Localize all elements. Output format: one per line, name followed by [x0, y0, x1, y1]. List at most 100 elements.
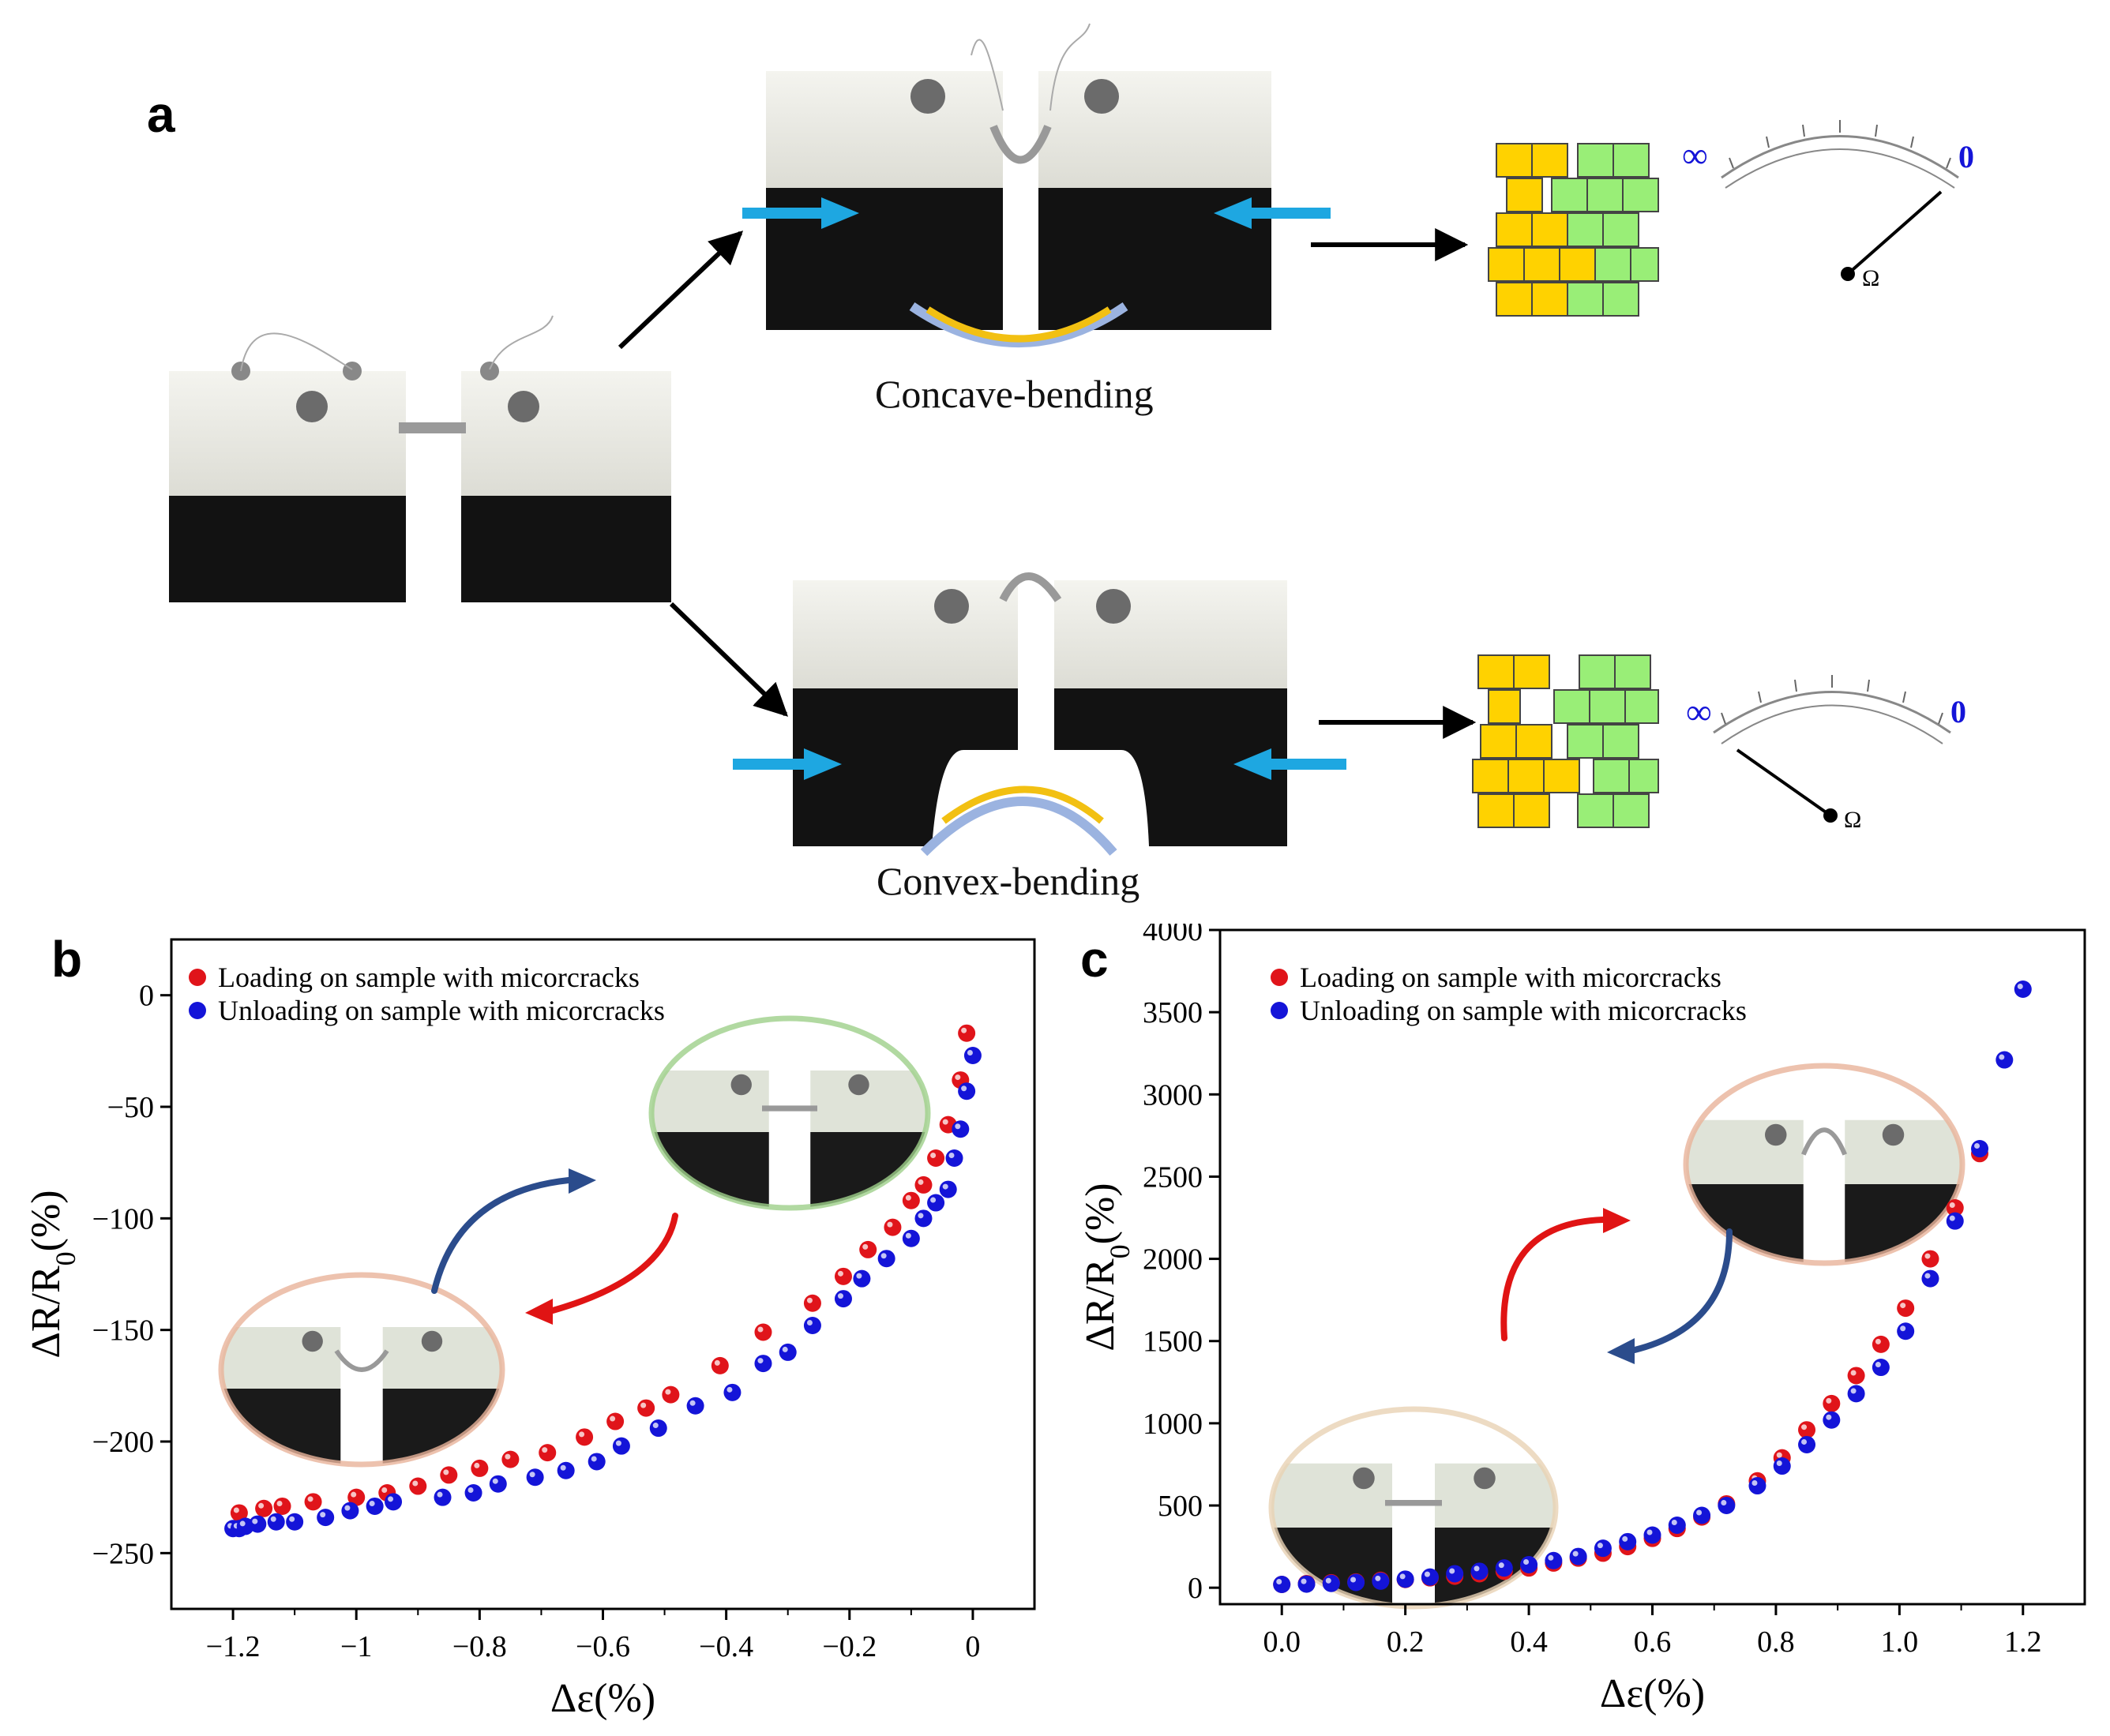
x-tick-label: 1.0 [1881, 1625, 1919, 1659]
data-point-highlight [1548, 1554, 1554, 1561]
data-point-highlight [1498, 1562, 1504, 1569]
data-point-highlight [1276, 1579, 1282, 1585]
data-point-highlight [856, 1273, 862, 1279]
concave-fixture-photo [766, 23, 1271, 347]
data-point-highlight [1696, 1509, 1703, 1516]
data-point [1643, 1526, 1661, 1544]
data-point [853, 1269, 871, 1288]
data-point-highlight [967, 1049, 973, 1055]
data-point-highlight [239, 1520, 246, 1527]
series-unloading [1273, 980, 2032, 1594]
x-tick-label: −0.8 [452, 1630, 507, 1663]
data-point-highlight [560, 1464, 566, 1471]
data-point-highlight [1875, 1362, 1881, 1368]
data-point-highlight [837, 1270, 843, 1277]
data-point [834, 1267, 852, 1285]
data-point-highlight [1776, 1452, 1782, 1458]
data-point-highlight [369, 1500, 375, 1506]
data-point [1798, 1421, 1816, 1439]
data-point-highlight [1449, 1568, 1455, 1574]
data-point-highlight [529, 1472, 535, 1478]
data-point-highlight [1924, 1253, 1931, 1259]
data-point-highlight [1776, 1460, 1782, 1467]
x-axis-label: Δε(%) [1600, 1671, 1705, 1716]
data-point [1897, 1299, 1915, 1318]
data-point-highlight [1826, 1414, 1832, 1420]
data-point-highlight [505, 1453, 511, 1460]
data-point [779, 1343, 797, 1361]
data-point [1273, 1576, 1291, 1594]
data-point-highlight [270, 1516, 276, 1522]
data-point [1921, 1269, 1939, 1288]
data-point [952, 1120, 970, 1138]
data-point [958, 1024, 976, 1042]
data-point-highlight [905, 1232, 911, 1239]
data-point-highlight [714, 1359, 720, 1366]
y-axis-label: ΔR/R0(%) [1078, 1183, 1136, 1351]
data-point-highlight [276, 1500, 283, 1506]
panel-c-letter: c [1080, 931, 1109, 988]
convex-fixture-photo [793, 572, 1287, 857]
data-point-highlight [412, 1480, 419, 1487]
data-point-highlight [1949, 1215, 1955, 1221]
series-unloading [224, 1046, 982, 1538]
data-point-highlight [1646, 1529, 1653, 1535]
data-point [440, 1466, 458, 1484]
data-point-highlight [381, 1487, 388, 1494]
data-point [1545, 1551, 1563, 1569]
data-point [501, 1450, 520, 1468]
x-tick-label: 0.4 [1510, 1625, 1548, 1659]
data-point [1297, 1575, 1316, 1593]
data-point-highlight [726, 1386, 733, 1393]
legend-label: Loading on sample with micorcracks [1300, 962, 1721, 993]
x-tick-label: −0.2 [822, 1630, 877, 1663]
meter-bottom-zero: 0 [1950, 694, 1966, 729]
data-point-highlight [1597, 1543, 1603, 1549]
x-tick-label: 0 [965, 1630, 980, 1663]
data-point-highlight [930, 1197, 937, 1203]
data-point [1897, 1322, 1915, 1340]
x-axis-label: Δε(%) [550, 1676, 655, 1721]
legend-marker [1271, 1002, 1288, 1019]
data-point [1847, 1367, 1865, 1385]
data-point-highlight [942, 1119, 948, 1125]
data-point [1668, 1517, 1686, 1535]
data-point [902, 1191, 920, 1209]
data-point-highlight [961, 1027, 967, 1033]
data-point-highlight [757, 1358, 764, 1364]
crack-blocks-closed [1488, 143, 1659, 317]
inset-concave-b [218, 1272, 505, 1468]
data-point-highlight [1375, 1575, 1381, 1581]
arrow-to-concave [525, 1213, 678, 1325]
data-point-highlight [1875, 1338, 1881, 1344]
data-point-highlight [233, 1507, 239, 1513]
data-point [385, 1493, 403, 1511]
data-point-highlight [1424, 1571, 1430, 1577]
concave-bending-label: Concave-bending [875, 372, 1154, 416]
data-point [1569, 1547, 1587, 1565]
data-point [1421, 1568, 1439, 1586]
data-point [1495, 1559, 1513, 1577]
data-point-highlight [289, 1516, 295, 1522]
data-point-highlight [806, 1320, 813, 1326]
data-point-highlight [1399, 1573, 1406, 1580]
y-tick-label: 500 [1158, 1490, 1203, 1523]
y-tick-label: 0 [1188, 1572, 1203, 1605]
data-point [637, 1399, 655, 1417]
data-point-highlight [918, 1213, 924, 1219]
y-tick-label: 1500 [1143, 1325, 1203, 1359]
meter-bottom-infinity: ∞ [1686, 692, 1712, 732]
data-point-highlight [652, 1423, 659, 1429]
ohm-meter-bottom: ∞ 0 Ω [1686, 675, 1966, 833]
data-point [945, 1149, 963, 1168]
flat-fixture-photo [169, 315, 671, 602]
data-point-highlight [905, 1194, 911, 1201]
y-tick-label: −250 [92, 1537, 154, 1570]
y-axis-label: ΔR/R0(%) [24, 1190, 81, 1358]
legend-label: Unloading on sample with micorcracks [1300, 995, 1747, 1026]
data-point-highlight [1850, 1388, 1857, 1394]
chart-b: −1.2 −1 −0.8 −0.6 −0.4 −0.2 0 0 −50 −100 −150 −200 −… [24, 938, 1036, 1721]
data-point-highlight [388, 1496, 394, 1502]
data-point-highlight [320, 1512, 326, 1518]
legend-marker [1271, 969, 1288, 986]
